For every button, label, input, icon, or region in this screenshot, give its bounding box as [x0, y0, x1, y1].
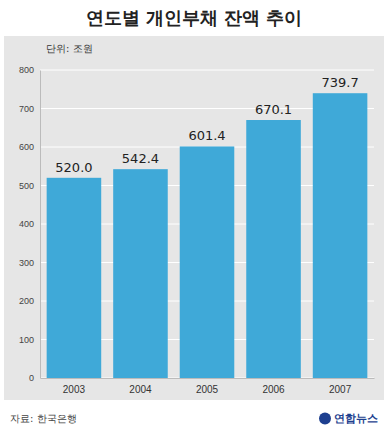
- title: 연도별 개인부채 잔액 추이: [86, 7, 303, 28]
- x-tick: 2003: [63, 378, 86, 395]
- x-tick-label: 2003: [63, 384, 86, 395]
- subtitle: 단위: 조원: [46, 43, 93, 54]
- x-axis: 2003 2004 2005 2006 2007: [41, 378, 375, 395]
- y-tick: 400: [19, 219, 40, 229]
- x-tick-label: 2004: [129, 384, 152, 395]
- y-tick-label: 300: [19, 258, 34, 268]
- data-label: 601.4: [188, 128, 225, 143]
- y-tick: 500: [19, 181, 40, 191]
- bar: [246, 120, 301, 378]
- bar: [113, 169, 168, 378]
- credit-text: 연합뉴스: [334, 412, 378, 425]
- x-tick: 2006: [262, 378, 285, 395]
- bar: [47, 178, 102, 378]
- plot: 520.0 542.4 601.4 670.1 739.7 0 100 200 300 400 50…: [19, 65, 375, 395]
- data-label: 670.1: [255, 102, 292, 117]
- y-tick: 200: [19, 296, 40, 306]
- data-label: 542.4: [122, 151, 159, 166]
- x-tick-label: 2007: [329, 384, 352, 395]
- x-tick: 2004: [129, 378, 152, 395]
- panel-background: [4, 36, 384, 400]
- data-label: 520.0: [55, 160, 92, 175]
- data-label: 739.7: [321, 75, 358, 90]
- y-tick-label: 200: [19, 296, 34, 306]
- y-tick-label: 400: [19, 219, 34, 229]
- source: 자료: 한국은행: [10, 413, 77, 424]
- grid: [40, 70, 374, 378]
- y-tick-label: 800: [19, 65, 34, 75]
- bar: [313, 93, 368, 378]
- x-tick-label: 2005: [196, 384, 219, 395]
- grid-line: [40, 70, 374, 71]
- chart: 연도별 개인부채 잔액 추이단위: 조원 520.0 542.4 601.4 670.1…: [0, 0, 388, 448]
- x-tick-label: 2006: [262, 384, 285, 395]
- y-tick: 0: [29, 373, 40, 383]
- y-tick: 300: [19, 258, 40, 268]
- y-tick-label: 700: [19, 104, 34, 114]
- credit-logo: [319, 413, 331, 425]
- x-tick: 2005: [196, 378, 219, 395]
- y-tick: 100: [19, 335, 40, 345]
- data-labels: 520.0 542.4 601.4 670.1 739.7: [55, 75, 358, 175]
- y-tick-label: 500: [19, 181, 34, 191]
- x-axis-line: [41, 378, 375, 379]
- bar: [180, 146, 235, 378]
- y-tick-label: 600: [19, 142, 34, 152]
- bars: [47, 93, 368, 378]
- y-tick: 700: [19, 104, 40, 114]
- y-tick-label: 100: [19, 335, 34, 345]
- y-tick-label: 0: [29, 373, 34, 383]
- x-tick: 2007: [329, 378, 352, 395]
- y-tick: 600: [19, 142, 40, 152]
- y-axis-line: [40, 71, 41, 379]
- credit: 연합뉴스: [319, 412, 378, 425]
- y-axis: 0 100 200 300 400 500 600 700 800: [19, 65, 41, 383]
- y-tick: 800: [19, 65, 40, 75]
